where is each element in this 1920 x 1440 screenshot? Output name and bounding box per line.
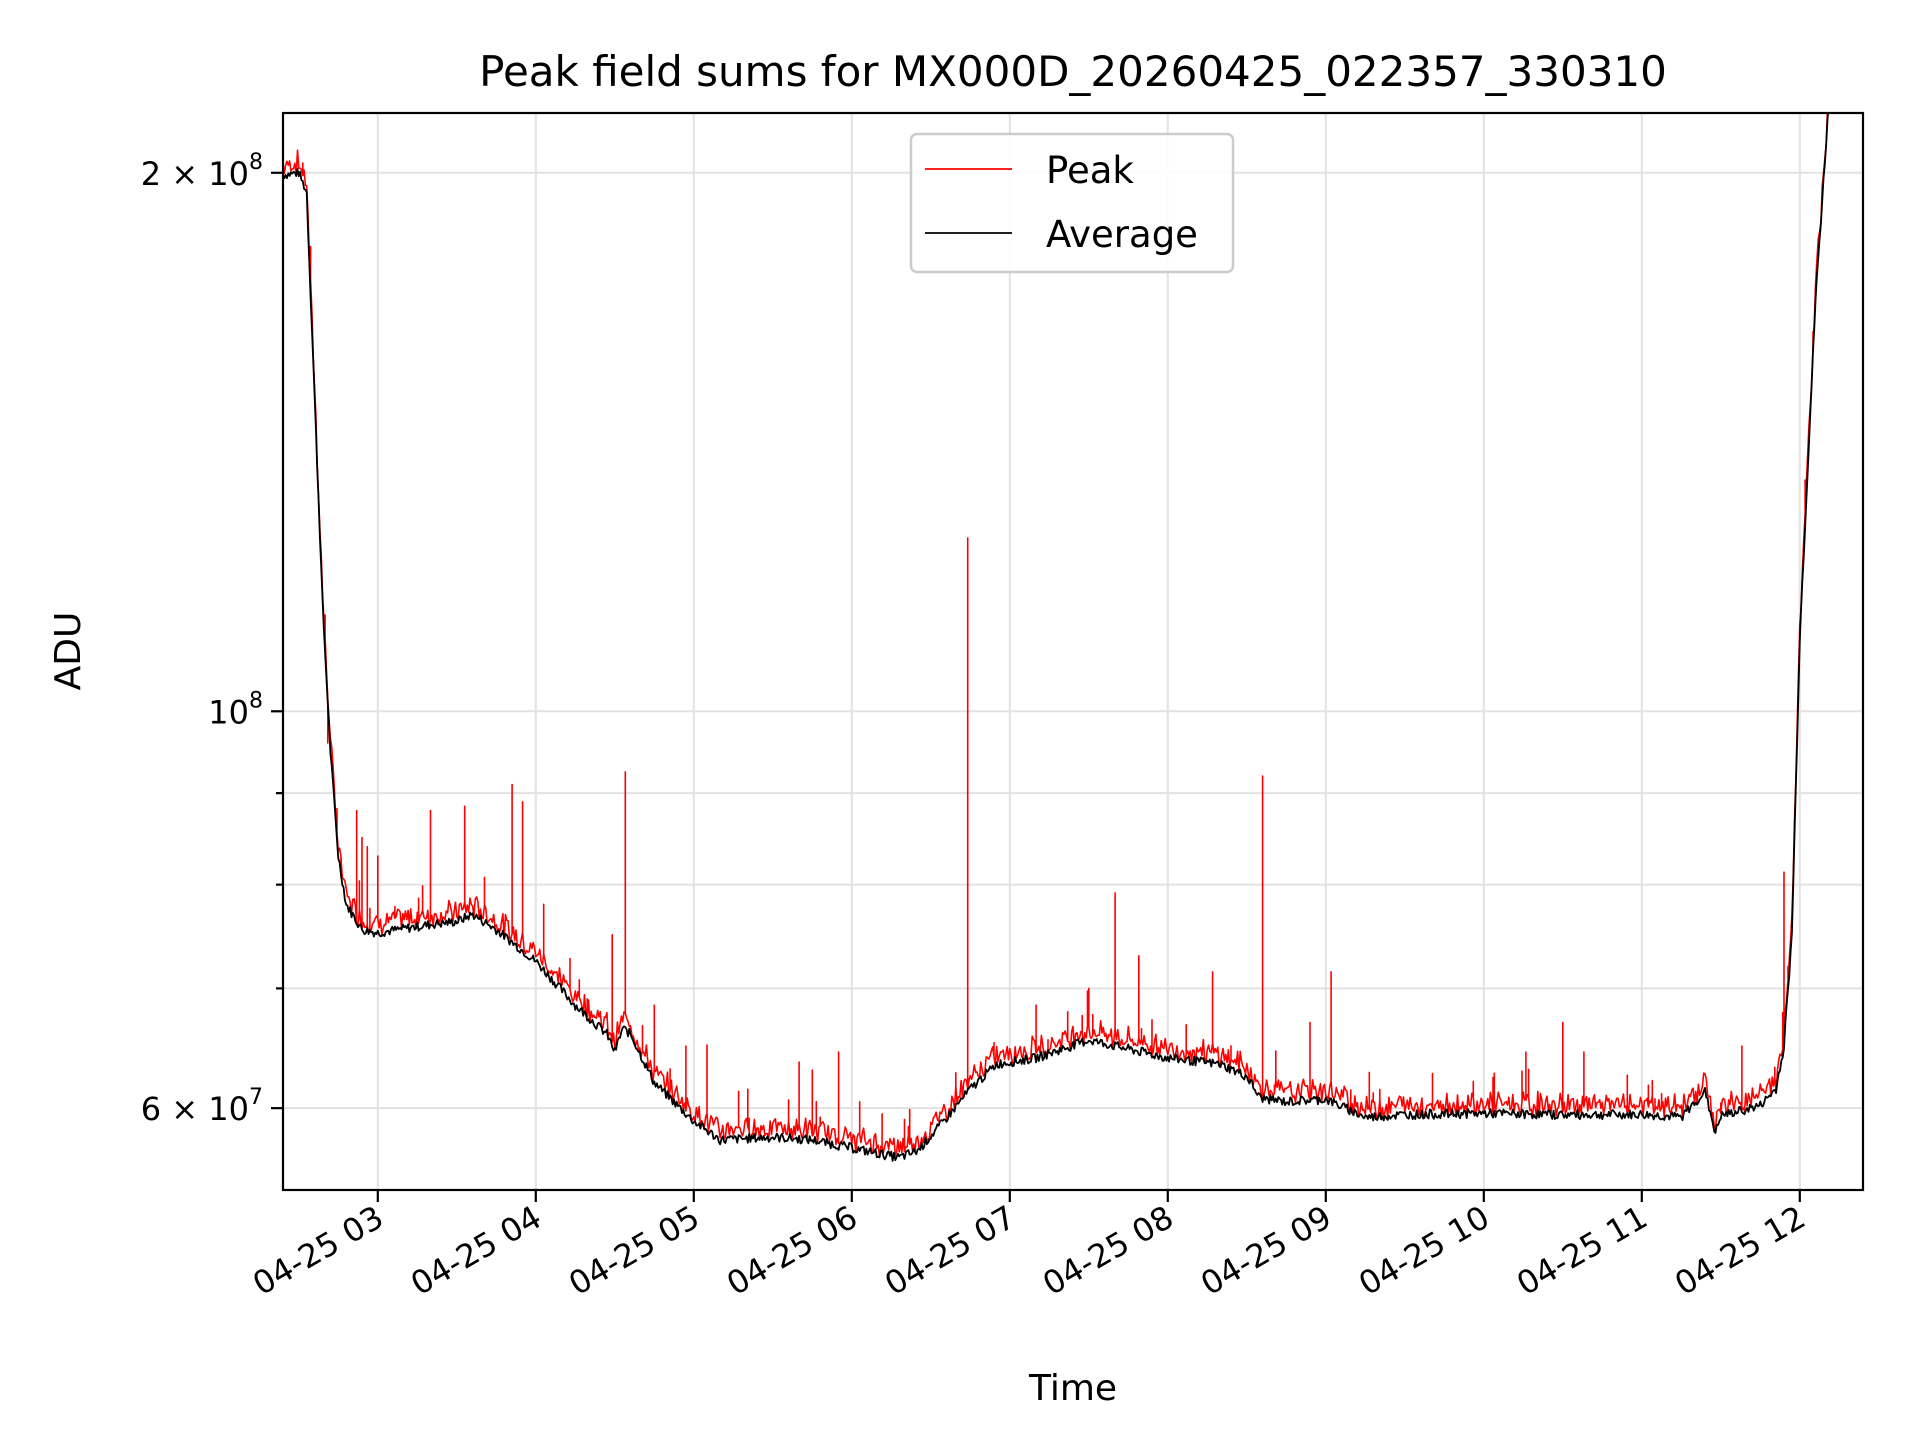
series-line-average	[283, 113, 1829, 1162]
x-tick-label: 04-25 05	[562, 1198, 706, 1303]
y-tick-label: 6 × 107	[141, 1085, 263, 1128]
x-axis-label: Time	[1028, 1368, 1117, 1409]
x-tick-label: 04-25 06	[720, 1198, 864, 1303]
plot-frame	[281, 111, 1865, 1192]
x-tick-label: 04-25 09	[1194, 1198, 1338, 1303]
x-tick-label: 04-25 07	[878, 1198, 1022, 1303]
x-tick-label: 04-25 11	[1510, 1198, 1654, 1303]
legend-label-peak: Peak	[1046, 149, 1134, 192]
y-axis-ticks: 6 × 107 108 2 × 108	[141, 150, 283, 1128]
x-tick-label: 04-25 12	[1668, 1198, 1812, 1303]
y-tick-label: 2 × 108	[141, 150, 263, 193]
x-tick-label: 04-25 03	[246, 1198, 390, 1303]
y-axis-label: ADU	[48, 612, 89, 691]
x-tick-label: 04-25 08	[1036, 1198, 1180, 1303]
series-line-peak	[283, 113, 1829, 1157]
y-tick-label: 108	[208, 688, 263, 731]
legend-label-average: Average	[1046, 213, 1198, 256]
chart-title: Peak field sums for MX000D_20260425_0223…	[479, 47, 1667, 96]
x-tick-label: 04-25 04	[404, 1198, 548, 1303]
legend: Peak Average	[909, 132, 1235, 274]
x-axis-ticks: 04-25 03 04-25 04 04-25 05 04-25 06 04-25 07…	[246, 1190, 1812, 1303]
x-tick-label: 04-25 10	[1352, 1198, 1496, 1303]
